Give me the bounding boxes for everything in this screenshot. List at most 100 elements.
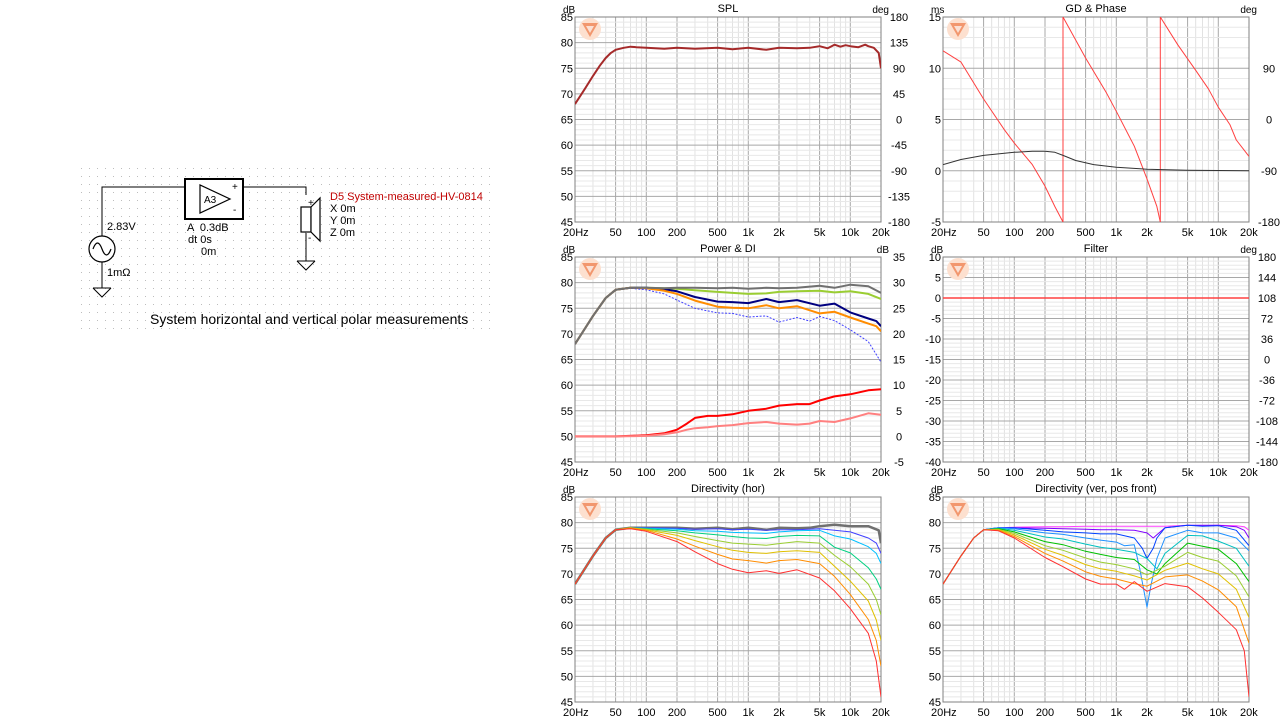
voltage-source[interactable] [88, 235, 116, 263]
y-tick-label: 80 [929, 518, 941, 530]
amplifier-gain-label: A 0.3dB [187, 222, 229, 234]
y2-tick-label: 0 [1266, 115, 1272, 127]
x-tick-label: 500 [708, 707, 726, 719]
x-tick-label: 5k [1182, 227, 1194, 239]
chart-title-filter: Filter [1084, 243, 1109, 255]
y-tick-label: 65 [561, 595, 573, 607]
y-tick-label: -30 [925, 416, 941, 428]
y2-tick-label: -45 [891, 140, 907, 152]
series-line-dir-ver-9 [943, 529, 1249, 697]
y-tick-label: 15 [929, 12, 941, 24]
x-tick-label: 20Hz [931, 467, 957, 479]
y2-tick-label: 10 [893, 380, 905, 392]
chart-title-spl: SPL [718, 3, 739, 15]
x-tick-label: 20Hz [563, 707, 589, 719]
y-tick-label: 50 [929, 671, 941, 683]
y-unit-label-filter: dB [931, 245, 944, 256]
x-tick-label: 10k [841, 467, 859, 479]
y-tick-label: 50 [561, 671, 573, 683]
series-line-gd-phase-0 [943, 50, 1064, 222]
y-tick-label: 75 [929, 543, 941, 555]
series-line-gd-phase-1 [1062, 17, 1161, 222]
y-tick-label: -35 [925, 437, 941, 449]
x-tick-label: 20k [1240, 467, 1258, 479]
plot-frame-filter [942, 256, 1250, 463]
amplifier-block[interactable] [184, 178, 244, 220]
logo-badge-icon [947, 258, 969, 280]
y2-tick-label: -144 [1256, 437, 1278, 449]
x-tick-label: 200 [1036, 707, 1054, 719]
x-tick-label: 100 [1005, 227, 1023, 239]
grid-spl [574, 16, 882, 223]
plot-frame-spl [574, 16, 882, 223]
y-tick-label: 70 [929, 569, 941, 581]
ground-symbol-source [92, 287, 112, 298]
y-tick-label: 70 [561, 329, 573, 341]
y2-tick-label: 180 [890, 12, 908, 24]
x-tick-label: 200 [1036, 227, 1054, 239]
y-tick-label: 45 [561, 697, 573, 709]
amplifier-distance-label: 0m [201, 246, 216, 258]
logo-badge-inner [954, 266, 962, 273]
x-tick-label: 50 [609, 707, 621, 719]
y2-tick-label: 5 [896, 406, 902, 418]
y2-tick-label: -180 [888, 217, 910, 229]
y2-tick-label: 144 [1258, 273, 1276, 285]
schematic-grid [78, 165, 493, 335]
x-tick-label: 10k [841, 227, 859, 239]
y-tick-label: 0 [935, 166, 941, 178]
y-tick-label: 0 [935, 293, 941, 305]
x-tick-label: 5k [1182, 467, 1194, 479]
series-line-dir-hor-7 [575, 528, 881, 697]
driver-speaker-symbol[interactable] [300, 196, 321, 243]
y2-tick-label: -135 [888, 191, 910, 203]
schematic-panel: 2.83V 1mΩ A3 + - A 0.3dB dt 0s 0m + - D5… [78, 165, 493, 335]
plot-frame-gd-phase [942, 16, 1250, 223]
y-tick-label: 70 [561, 89, 573, 101]
driver-y-label: Y 0m [330, 215, 355, 227]
x-tick-label: 2k [773, 227, 785, 239]
y-tick-label: 45 [929, 697, 941, 709]
y2-tick-label: -180 [1258, 217, 1280, 229]
y-tick-label: 55 [561, 646, 573, 658]
logo-badge-inner [586, 26, 594, 33]
x-tick-label: 2k [1141, 707, 1153, 719]
chart-title-gd-phase: GD & Phase [1065, 3, 1126, 15]
logo-badge-icon [947, 18, 969, 40]
y2-tick-label: -90 [891, 166, 907, 178]
x-tick-label: 10k [841, 707, 859, 719]
y-tick-label: -5 [931, 314, 941, 326]
series-line-power-di-5 [575, 388, 881, 438]
x-tick-label: 1k [1110, 227, 1122, 239]
y2-tick-label: 45 [893, 89, 905, 101]
x-tick-label: 1k [742, 707, 754, 719]
y2-unit-label-gd-phase: deg [1240, 5, 1257, 16]
y-tick-label: 45 [561, 457, 573, 469]
y-tick-label: 55 [929, 646, 941, 658]
x-tick-label: 50 [977, 467, 989, 479]
grid-gd-phase [942, 16, 1250, 223]
chart-title-dir-hor: Directivity (hor) [691, 483, 765, 495]
series-group-spl [575, 43, 881, 105]
y2-tick-label: 72 [1261, 314, 1273, 326]
logo-badge-icon [579, 18, 601, 40]
series-line-spl-0 [575, 43, 881, 105]
series-line-power-di-6 [575, 412, 881, 438]
grid-dir-ver [942, 496, 1250, 703]
x-tick-label: 1k [1110, 467, 1122, 479]
x-tick-label: 200 [668, 227, 686, 239]
x-tick-label: 200 [668, 707, 686, 719]
logo-badge-icon [947, 498, 969, 520]
series-group-power-di [575, 283, 881, 438]
x-tick-label: 100 [1005, 707, 1023, 719]
y-tick-label: 55 [561, 166, 573, 178]
y-tick-label: 85 [561, 12, 573, 24]
y-tick-label: 5 [935, 115, 941, 127]
x-tick-label: 5k [814, 467, 826, 479]
y-tick-label: -20 [925, 375, 941, 387]
x-tick-label: 500 [1076, 467, 1094, 479]
y-unit-label-power-di: dB [563, 245, 576, 256]
